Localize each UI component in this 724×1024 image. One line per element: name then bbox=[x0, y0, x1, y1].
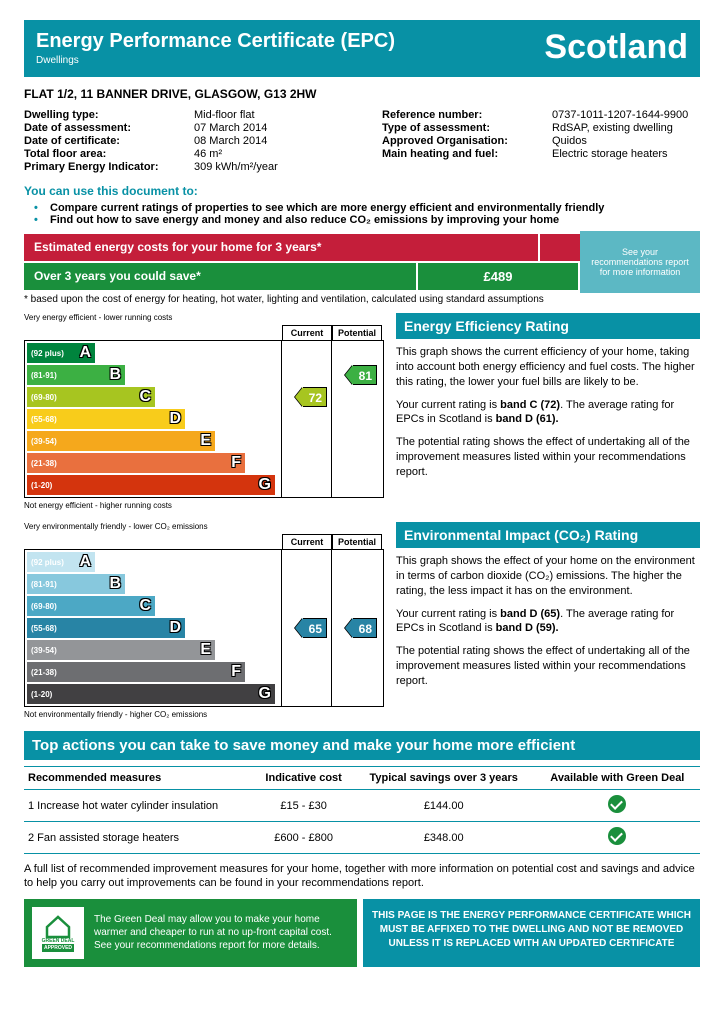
rating-band: (21-38)F bbox=[27, 453, 245, 473]
rating-band: (55-68)D bbox=[27, 409, 185, 429]
rating-band: (1-20)G bbox=[27, 475, 275, 495]
detail-label: Date of certificate: bbox=[24, 135, 194, 147]
green-deal-box: GREEN DEAL APPROVED The Green Deal may a… bbox=[24, 899, 357, 967]
rating-band: (39-54)E bbox=[27, 640, 215, 660]
rating-band: (39-54)E bbox=[27, 431, 215, 451]
property-address: FLAT 1/2, 11 BANNER DRIVE, GLASGOW, G13 … bbox=[24, 87, 700, 101]
tick-icon bbox=[608, 827, 626, 845]
actions-title: Top actions you can take to save money a… bbox=[24, 731, 700, 760]
efficiency-chart: Very energy efficient - lower running co… bbox=[24, 313, 384, 510]
usage-item: Compare current ratings of properties to… bbox=[42, 202, 700, 214]
save-label: Over 3 years you could save* bbox=[24, 263, 416, 290]
rating-arrow: 65 bbox=[303, 618, 327, 638]
rating-band: (81-91)B bbox=[27, 574, 125, 594]
detail-value: Mid-floor flat bbox=[194, 109, 255, 121]
actions-note: A full list of recommended improvement m… bbox=[24, 862, 700, 891]
detail-value: RdSAP, existing dwelling bbox=[552, 122, 673, 134]
detail-value: 46 m² bbox=[194, 148, 222, 160]
green-deal-logo-icon: GREEN DEAL APPROVED bbox=[30, 905, 86, 961]
rating-band: (69-80)C bbox=[27, 387, 155, 407]
detail-label: Total floor area: bbox=[24, 148, 194, 160]
rating-band: (55-68)D bbox=[27, 618, 185, 638]
detail-value: Electric storage heaters bbox=[552, 148, 668, 160]
detail-label: Type of assessment: bbox=[382, 122, 552, 134]
rating-band: (1-20)G bbox=[27, 684, 275, 704]
rating-band: (81-91)B bbox=[27, 365, 125, 385]
detail-value: 0737-1011-1207-1644-9900 bbox=[552, 109, 688, 121]
region: Scotland bbox=[544, 28, 688, 67]
detail-label: Reference number: bbox=[382, 109, 552, 121]
tick-icon bbox=[608, 795, 626, 813]
cost-footnote: * based upon the cost of energy for heat… bbox=[24, 294, 700, 305]
env-section-title: Environmental Impact (CO₂) Rating bbox=[396, 522, 700, 548]
detail-label: Approved Organisation: bbox=[382, 135, 552, 147]
save-value: £489 bbox=[418, 263, 578, 290]
rating-arrow: 68 bbox=[353, 618, 377, 638]
rating-band: (92 plus)A bbox=[27, 343, 95, 363]
detail-label: Date of assessment: bbox=[24, 122, 194, 134]
usage-item: Find out how to save energy and money an… bbox=[42, 214, 700, 226]
eff-section-title: Energy Efficiency Rating bbox=[396, 313, 700, 339]
table-row: 2 Fan assisted storage heaters£600 - £80… bbox=[24, 822, 700, 854]
actions-table: Recommended measuresIndicative costTypic… bbox=[24, 766, 700, 854]
doc-subtitle: Dwellings bbox=[36, 55, 544, 66]
detail-label: Primary Energy Indicator: bbox=[24, 161, 194, 173]
usage-title: You can use this document to: bbox=[24, 184, 700, 198]
doc-title: Energy Performance Certificate (EPC) bbox=[36, 30, 544, 53]
rating-band: (21-38)F bbox=[27, 662, 245, 682]
table-row: 1 Increase hot water cylinder insulation… bbox=[24, 790, 700, 822]
rating-arrow: 72 bbox=[303, 387, 327, 407]
header: Energy Performance Certificate (EPC) Dwe… bbox=[24, 20, 700, 77]
usage-list: Compare current ratings of properties to… bbox=[42, 202, 700, 226]
details: Dwelling type:Mid-floor flatDate of asse… bbox=[24, 109, 700, 174]
rating-band: (92 plus)A bbox=[27, 552, 95, 572]
environmental-chart: Very environmentally friendly - lower CO… bbox=[24, 522, 384, 719]
rating-band: (69-80)C bbox=[27, 596, 155, 616]
detail-value: 07 March 2014 bbox=[194, 122, 267, 134]
rec-info: See your recommendations report for more… bbox=[580, 231, 700, 293]
detail-value: Quidos bbox=[552, 135, 587, 147]
detail-label: Main heating and fuel: bbox=[382, 148, 552, 160]
certificate-notice: THIS PAGE IS THE ENERGY PERFORMANCE CERT… bbox=[363, 899, 700, 967]
detail-value: 08 March 2014 bbox=[194, 135, 267, 147]
detail-label: Dwelling type: bbox=[24, 109, 194, 121]
detail-value: 309 kWh/m²/year bbox=[194, 161, 278, 173]
rating-arrow: 81 bbox=[353, 365, 377, 385]
